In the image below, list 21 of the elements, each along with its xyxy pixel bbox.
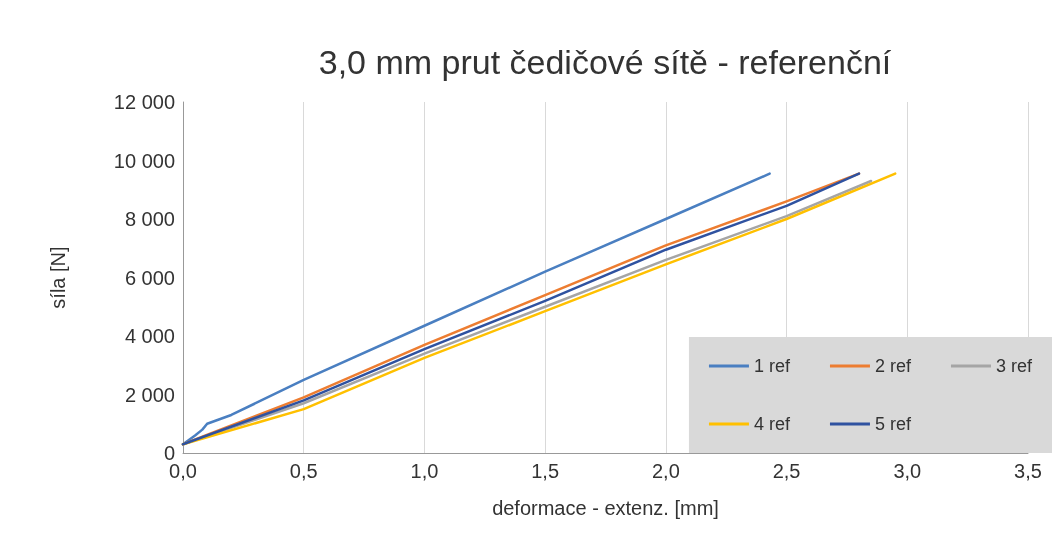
x-axis-title: deformace - extenz. [mm] [492,497,719,519]
legend-label: 3 ref [995,356,1033,376]
legend-label: 5 ref [874,414,912,434]
legend-label: 4 ref [753,414,791,434]
y-tick-label: 12 000 [113,91,175,113]
x-tick-label: 2,5 [772,460,801,482]
x-tick-label: 3,5 [1014,460,1042,482]
chart-title: 3,0 mm prut čedičové sítě - referenční [318,43,892,81]
legend-label: 2 ref [874,356,912,376]
x-tick-label: 0,5 [289,460,318,482]
y-tick-label: 4 000 [124,325,175,347]
legend-label: 1 ref [753,356,791,376]
y-axis-title: síla [N] [47,246,69,309]
x-tick-label: 1,5 [531,460,560,482]
y-tick-label: 10 000 [113,149,175,172]
y-tick-label: 8 000 [124,208,175,230]
x-tick-label: 2,0 [651,460,680,482]
x-tick-label: 1,0 [410,460,439,482]
x-tick-label: 3,0 [893,460,922,482]
y-tick-label: 6 000 [124,266,175,289]
y-tick-label: 2 000 [124,383,175,406]
